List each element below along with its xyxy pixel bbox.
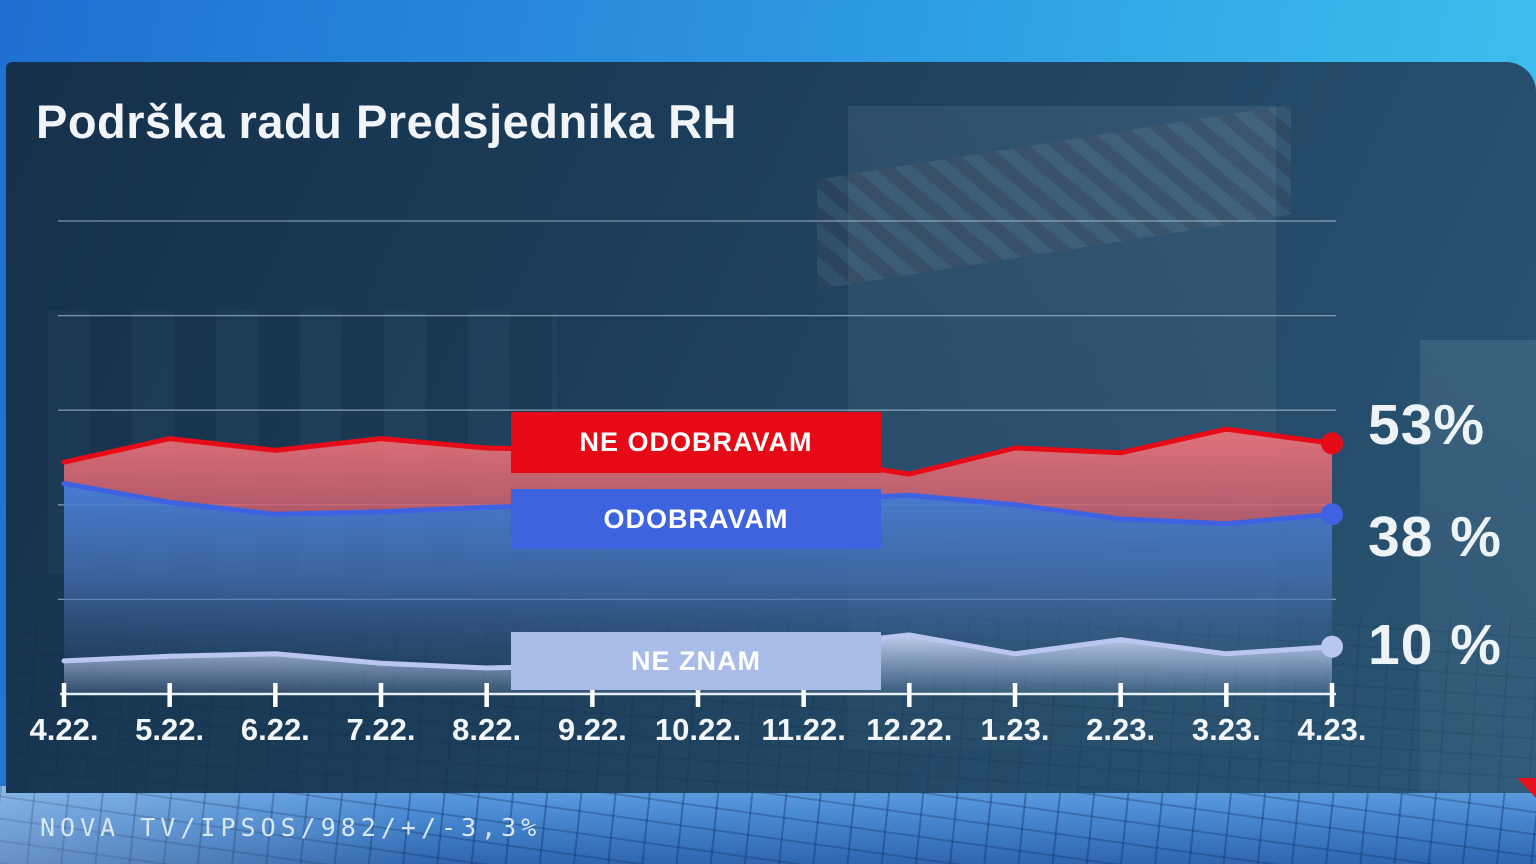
- legend-ne-odobravam: NE ODOBRAVAM: [511, 412, 881, 473]
- value-label-ne-znam: 10 %: [1368, 613, 1502, 677]
- x-axis-label: 1.23.: [980, 712, 1050, 747]
- x-axis-label: 7.22.: [346, 712, 416, 747]
- legend-ne-znam: NE ZNAM: [511, 632, 881, 690]
- page-title: Podrška radu Predsjednika RH: [36, 95, 737, 148]
- x-axis-label: 11.22.: [761, 712, 846, 747]
- value-label-odobravam: 38 %: [1368, 505, 1502, 569]
- x-axis-label: 12.22.: [866, 712, 953, 747]
- x-axis-label: 10.22.: [654, 712, 742, 747]
- x-axis-label: 3.23.: [1191, 712, 1261, 747]
- legend-odobravam: ODOBRAVAM: [511, 489, 881, 549]
- x-axis-label: 8.22.: [452, 712, 522, 747]
- x-axis-label: 2.23.: [1086, 712, 1156, 747]
- x-axis-label: 4.22.: [29, 712, 99, 747]
- x-axis-label: 6.22.: [240, 712, 310, 747]
- value-label-ne-odobravam: 53%: [1368, 393, 1486, 457]
- x-axis-label: 9.22.: [557, 712, 627, 747]
- x-axis-label: 5.22.: [135, 712, 205, 747]
- cobblestone-strip: [0, 786, 1536, 864]
- x-axis-label: 4.23.: [1297, 712, 1367, 747]
- source-line: NOVA TV/IPSOS/982/+/-3,3%: [40, 813, 542, 842]
